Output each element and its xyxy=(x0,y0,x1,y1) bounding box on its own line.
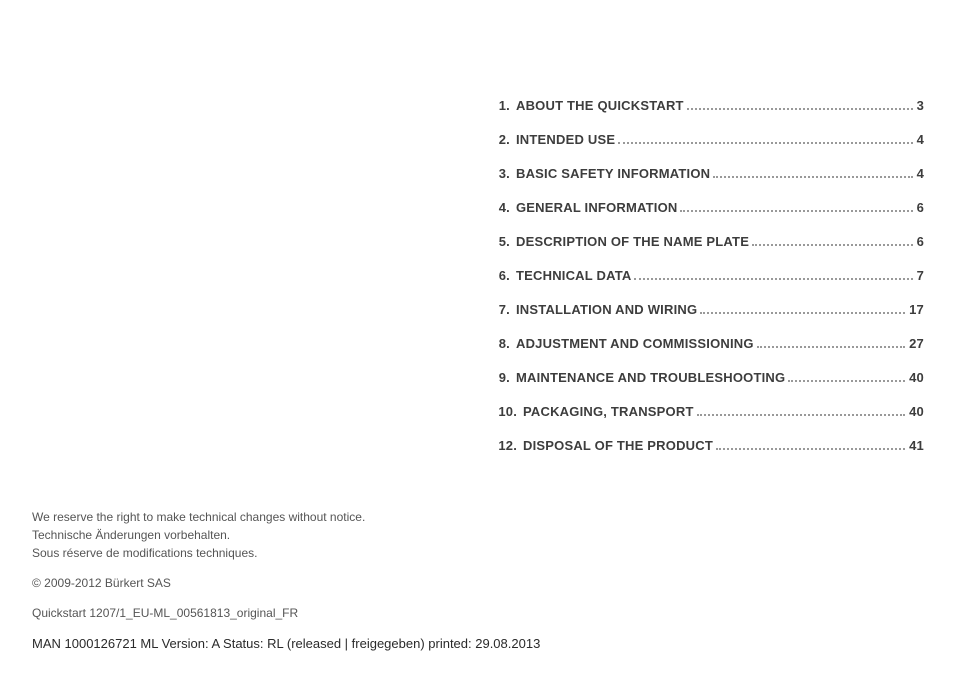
toc-title: DESCRIPTION OF THE NAME PLATE xyxy=(516,234,749,249)
toc-number: 4. xyxy=(492,200,510,215)
toc-page: 40 xyxy=(909,404,924,419)
footer: We reserve the right to make technical c… xyxy=(32,508,540,654)
toc-page: 6 xyxy=(917,200,924,215)
doc-ref: Quickstart 1207/1_EU-ML_00561813_origina… xyxy=(32,604,540,622)
disclaimer-fr: Sous réserve de modifications techniques… xyxy=(32,544,540,562)
toc-dots xyxy=(752,244,912,246)
toc-dots xyxy=(713,176,912,178)
toc-number: 9. xyxy=(492,370,510,385)
toc-page: 7 xyxy=(917,268,924,283)
toc-title: INSTALLATION AND WIRING xyxy=(516,302,697,317)
toc-dots xyxy=(618,142,912,144)
toc-dots xyxy=(788,380,905,382)
toc-dots xyxy=(634,278,912,280)
toc-dots xyxy=(757,346,905,348)
toc-number: 7. xyxy=(492,302,510,317)
toc-page: 3 xyxy=(917,98,924,113)
toc-entry: 2. INTENDED USE 4 xyxy=(492,132,924,147)
toc-entry: 1. ABOUT THE QUICKSTART 3 xyxy=(492,98,924,113)
copyright: © 2009-2012 Bürkert SAS xyxy=(32,574,540,592)
toc-dots xyxy=(687,108,913,110)
toc-dots xyxy=(716,448,905,450)
toc-dots xyxy=(680,210,912,212)
toc-title: ABOUT THE QUICKSTART xyxy=(516,98,684,113)
toc-number: 10. xyxy=(492,404,517,419)
toc-page: 4 xyxy=(917,166,924,181)
toc-entry: 5. DESCRIPTION OF THE NAME PLATE 6 xyxy=(492,234,924,249)
toc-entry: 12. DISPOSAL OF THE PRODUCT 41 xyxy=(492,438,924,453)
toc-entry: 4. GENERAL INFORMATION 6 xyxy=(492,200,924,215)
toc-title: GENERAL INFORMATION xyxy=(516,200,677,215)
toc-number: 3. xyxy=(492,166,510,181)
disclaimer-block: We reserve the right to make technical c… xyxy=(32,508,540,562)
toc-page: 41 xyxy=(909,438,924,453)
toc-entry: 9. MAINTENANCE AND TROUBLESHOOTING 40 xyxy=(492,370,924,385)
toc-number: 8. xyxy=(492,336,510,351)
toc-title: PACKAGING, TRANSPORT xyxy=(523,404,694,419)
toc-title: BASIC SAFETY INFORMATION xyxy=(516,166,710,181)
toc-number: 1. xyxy=(492,98,510,113)
toc-page: 4 xyxy=(917,132,924,147)
disclaimer-en: We reserve the right to make technical c… xyxy=(32,508,540,526)
toc-title: DISPOSAL OF THE PRODUCT xyxy=(523,438,713,453)
toc-title: ADJUSTMENT AND COMMISSIONING xyxy=(516,336,754,351)
toc-number: 6. xyxy=(492,268,510,283)
toc-entry: 7. INSTALLATION AND WIRING 17 xyxy=(492,302,924,317)
toc-entry: 8. ADJUSTMENT AND COMMISSIONING 27 xyxy=(492,336,924,351)
toc-entry: 6. TECHNICAL DATA 7 xyxy=(492,268,924,283)
toc-dots xyxy=(697,414,906,416)
toc-entry: 10. PACKAGING, TRANSPORT 40 xyxy=(492,404,924,419)
toc-dots xyxy=(700,312,905,314)
toc-page: 27 xyxy=(909,336,924,351)
toc-entry: 3. BASIC SAFETY INFORMATION 4 xyxy=(492,166,924,181)
table-of-contents: 1. ABOUT THE QUICKSTART 3 2. INTENDED US… xyxy=(492,98,924,472)
toc-page: 40 xyxy=(909,370,924,385)
toc-title: MAINTENANCE AND TROUBLESHOOTING xyxy=(516,370,785,385)
toc-number: 2. xyxy=(492,132,510,147)
toc-number: 5. xyxy=(492,234,510,249)
toc-page: 17 xyxy=(909,302,924,317)
toc-title: TECHNICAL DATA xyxy=(516,268,631,283)
man-line: MAN 1000126721 ML Version: A Status: RL … xyxy=(32,634,540,654)
disclaimer-de: Technische Änderungen vorbehalten. xyxy=(32,526,540,544)
toc-page: 6 xyxy=(917,234,924,249)
toc-title: INTENDED USE xyxy=(516,132,615,147)
toc-number: 12. xyxy=(492,438,517,453)
